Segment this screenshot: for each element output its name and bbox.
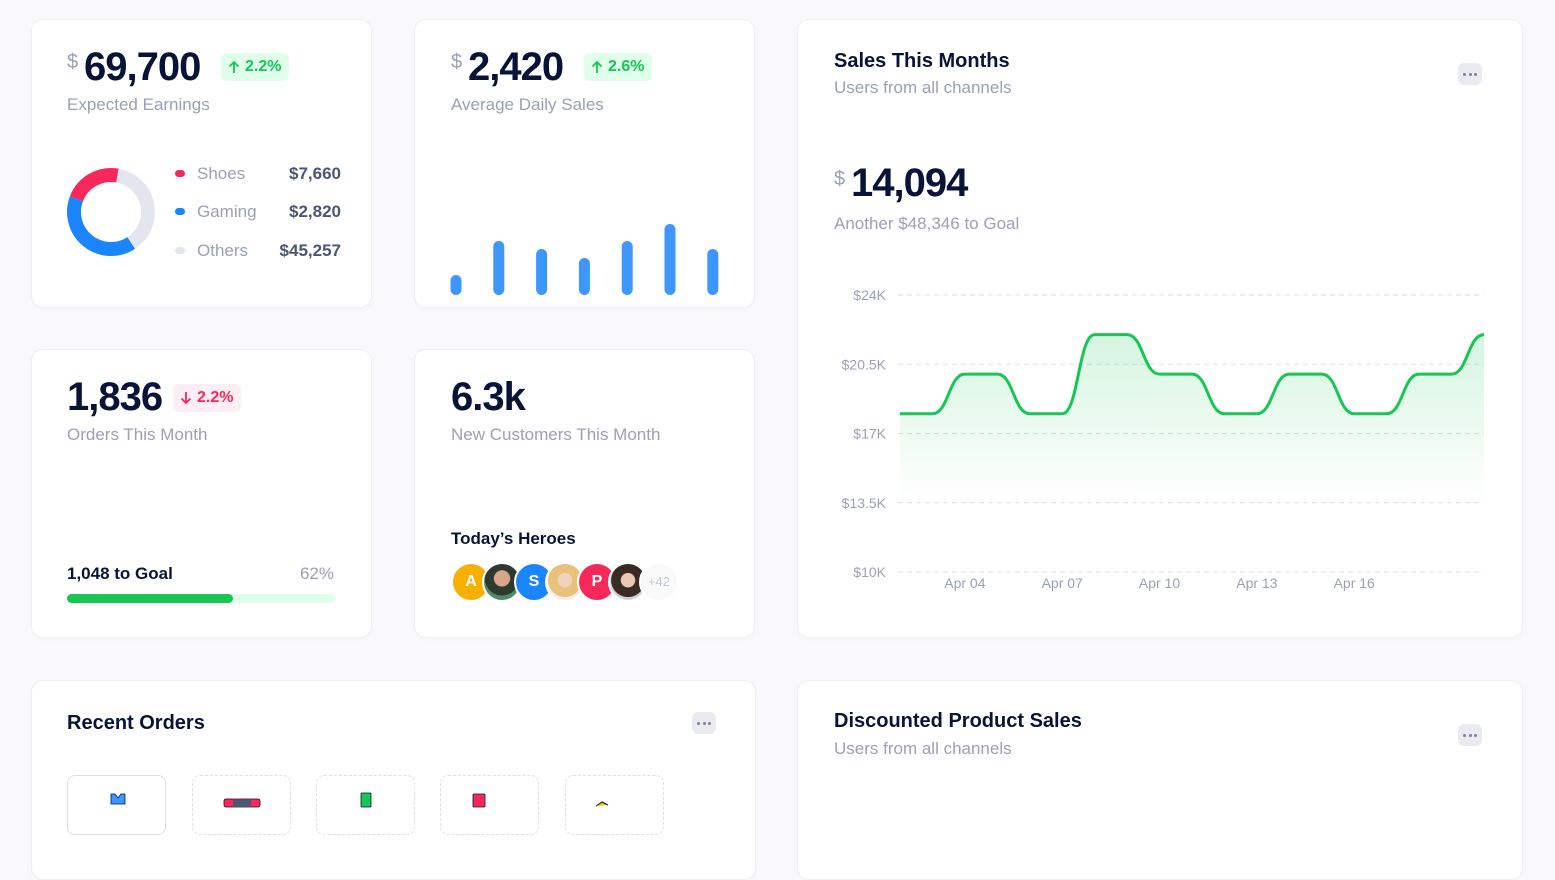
- change-badge: 2.2%: [221, 53, 290, 81]
- amount: 1,836: [67, 375, 163, 419]
- legend-name: Others: [197, 241, 249, 260]
- heroes-title: Today’s Heroes: [451, 529, 576, 548]
- goal-label: 1,048 to Goal: [67, 564, 173, 583]
- currency: $: [834, 168, 846, 190]
- legend-name: Gaming: [197, 202, 257, 221]
- category-tab[interactable]: [565, 775, 664, 835]
- card-title: Discounted Product Sales: [834, 710, 1082, 732]
- category-tab[interactable]: [316, 775, 415, 835]
- card-title: Sales This Months: [834, 50, 1010, 72]
- legend-name: Shoes: [197, 164, 246, 183]
- legend-dot: [175, 208, 185, 215]
- menu-button[interactable]: [1458, 724, 1482, 746]
- label: New Customers This Month: [451, 425, 661, 444]
- label: Orders This Month: [67, 425, 208, 444]
- change: 2.2%: [245, 58, 282, 75]
- progress-bar: [67, 594, 234, 603]
- legend-amount: $7,660: [289, 164, 341, 183]
- label: Expected Earnings: [67, 95, 210, 114]
- avatar: A: [451, 562, 491, 602]
- category-tab[interactable]: [192, 775, 291, 835]
- change: 2.6%: [608, 58, 645, 75]
- currency: $: [67, 51, 79, 73]
- legend-dot: [175, 247, 185, 254]
- amount: 69,700: [84, 45, 201, 89]
- menu-button[interactable]: [1458, 63, 1482, 85]
- progress-label: 62%: [299, 564, 334, 583]
- label: Average Daily Sales: [451, 95, 604, 114]
- change-badge: 2.2%: [173, 384, 242, 412]
- dashboard: $ 69,700 2.2% Expected Earnings Shoes Ga…: [31, 19, 1523, 880]
- change-badge: 2.6%: [584, 53, 653, 81]
- change: 2.2%: [197, 389, 234, 406]
- progress-track: [67, 594, 335, 603]
- menu-button[interactable]: [692, 712, 716, 734]
- goal-note: Another $48,346 to Goal: [834, 214, 1020, 233]
- amount: 2,420: [468, 45, 564, 89]
- avatar-more: +42: [639, 562, 679, 602]
- sales-card: [797, 19, 1523, 638]
- currency: $: [451, 51, 463, 73]
- amount: 6.3k: [451, 375, 526, 419]
- legend-amount: $45,257: [279, 241, 341, 260]
- earnings-card: [31, 19, 372, 308]
- category-tab[interactable]: [67, 775, 166, 835]
- card-subtitle: Users from all channels: [834, 739, 1012, 758]
- category-tab[interactable]: [440, 775, 539, 835]
- amount: 14,094: [851, 161, 968, 205]
- card-title: Recent Orders: [67, 712, 205, 734]
- legend-amount: $2,820: [289, 202, 341, 221]
- card-subtitle: Users from all channels: [834, 78, 1012, 97]
- legend-dot: [175, 170, 185, 177]
